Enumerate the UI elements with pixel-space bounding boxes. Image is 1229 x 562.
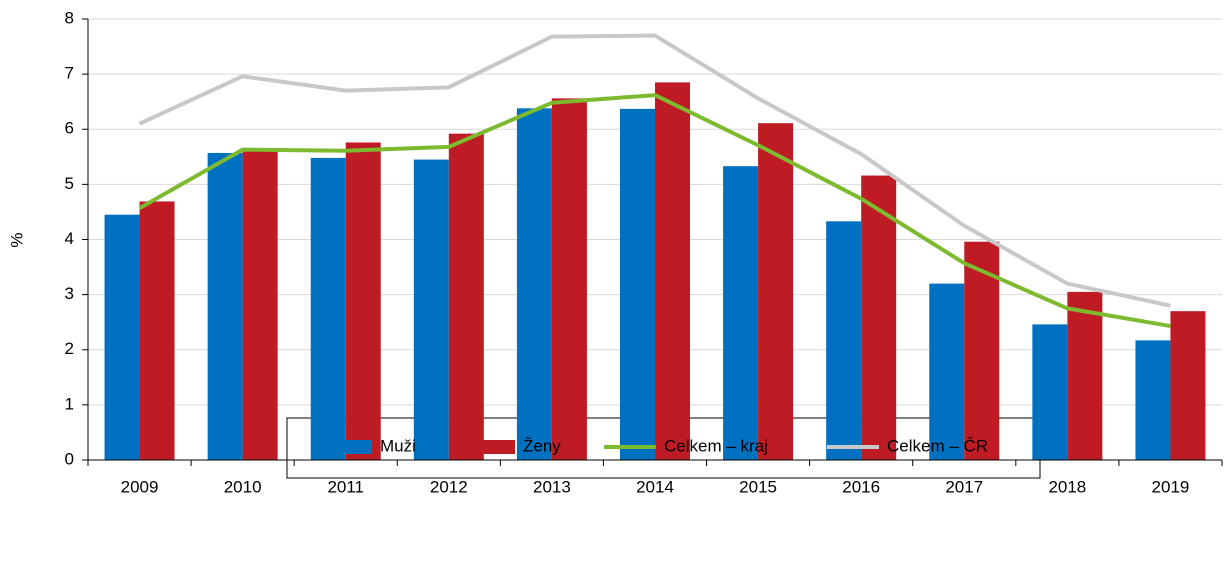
bar bbox=[104, 214, 140, 460]
bar bbox=[345, 142, 381, 461]
y-tick-label: 6 bbox=[65, 119, 74, 138]
bar bbox=[1067, 291, 1103, 460]
x-tick-label: 2013 bbox=[533, 477, 571, 496]
bar bbox=[551, 98, 587, 460]
bar bbox=[139, 201, 175, 460]
legend-label: Muži bbox=[380, 436, 416, 455]
line bbox=[138, 33, 1171, 308]
bar bbox=[207, 152, 243, 461]
bar bbox=[413, 159, 449, 460]
y-tick-label: 2 bbox=[65, 339, 74, 358]
legend-swatch bbox=[320, 440, 372, 454]
x-tick-label: 2015 bbox=[739, 477, 777, 496]
bar bbox=[929, 283, 965, 460]
bar bbox=[516, 108, 552, 461]
y-axis-label: % bbox=[7, 232, 26, 247]
x-tick-label: 2012 bbox=[430, 477, 468, 496]
x-tick-label: 2009 bbox=[121, 477, 159, 496]
bar bbox=[655, 82, 690, 461]
bar bbox=[1170, 311, 1206, 460]
bar bbox=[1135, 340, 1171, 460]
y-tick-label: 1 bbox=[65, 394, 74, 413]
x-tick-label: 2019 bbox=[1152, 477, 1190, 496]
x-tick-label: 2014 bbox=[636, 477, 674, 496]
y-tick-label: 5 bbox=[65, 174, 74, 193]
x-tick-label: 2010 bbox=[224, 477, 262, 496]
bar bbox=[861, 175, 897, 460]
legend-label: Celkem – ČR bbox=[887, 436, 988, 455]
y-tick-label: 3 bbox=[65, 284, 74, 303]
y-tick-label: 0 bbox=[65, 449, 74, 468]
x-tick-label: 2017 bbox=[945, 477, 983, 496]
bar bbox=[826, 221, 862, 460]
bar bbox=[448, 133, 484, 460]
legend-swatch bbox=[463, 440, 515, 454]
y-tick-label: 4 bbox=[65, 229, 74, 248]
line bbox=[138, 93, 1171, 329]
bar bbox=[310, 157, 346, 461]
legend-label: Ženy bbox=[523, 436, 561, 455]
bar bbox=[723, 166, 759, 460]
y-tick-label: 8 bbox=[65, 8, 74, 27]
bar bbox=[242, 148, 278, 460]
bar bbox=[758, 123, 794, 460]
x-tick-label: 2016 bbox=[842, 477, 880, 496]
x-tick-label: 2018 bbox=[1048, 477, 1086, 496]
bar bbox=[1032, 324, 1068, 460]
y-tick-label: 7 bbox=[65, 64, 74, 83]
legend-label: Celkem – kraj bbox=[664, 436, 768, 455]
bar bbox=[620, 108, 655, 460]
x-tick-label: 2011 bbox=[327, 477, 364, 496]
